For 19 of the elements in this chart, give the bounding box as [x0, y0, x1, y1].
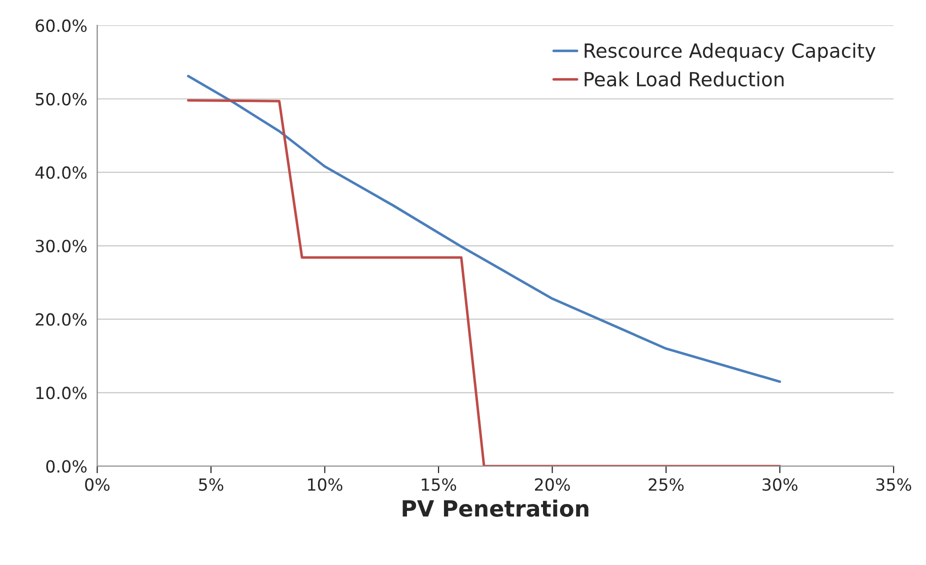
- x-tick-label: 30%: [762, 478, 798, 491]
- y-tick-label: 50.0%: [36, 92, 87, 106]
- y-tick-label: 40.0%: [35, 166, 87, 179]
- x-tick-label: 20%: [534, 478, 570, 491]
- x-tick-label: 25%: [648, 478, 684, 491]
- y-tick-label: 20.0%: [36, 313, 87, 326]
- x-axis-title: PV Penetration: [402, 500, 588, 517]
- x-tick-label: 15%: [422, 478, 456, 491]
- y-tick-label: 30.0%: [36, 240, 87, 252]
- y-tick-label: 10.0%: [36, 386, 87, 400]
- y-tick-label: 60.0%: [36, 19, 87, 32]
- x-tick-label: 5%: [199, 478, 224, 491]
- y-tick-label: 0.0%: [46, 460, 87, 473]
- line-series: [186, 99, 782, 466]
- legend-label: Rescource Adequacy Capacity: [584, 42, 876, 62]
- x-tick-label: 10%: [308, 478, 342, 491]
- x-tick-label: 35%: [876, 478, 912, 491]
- x-tick-label: 0%: [85, 478, 110, 491]
- legend-label: Peak Load Reduction: [584, 71, 784, 87]
